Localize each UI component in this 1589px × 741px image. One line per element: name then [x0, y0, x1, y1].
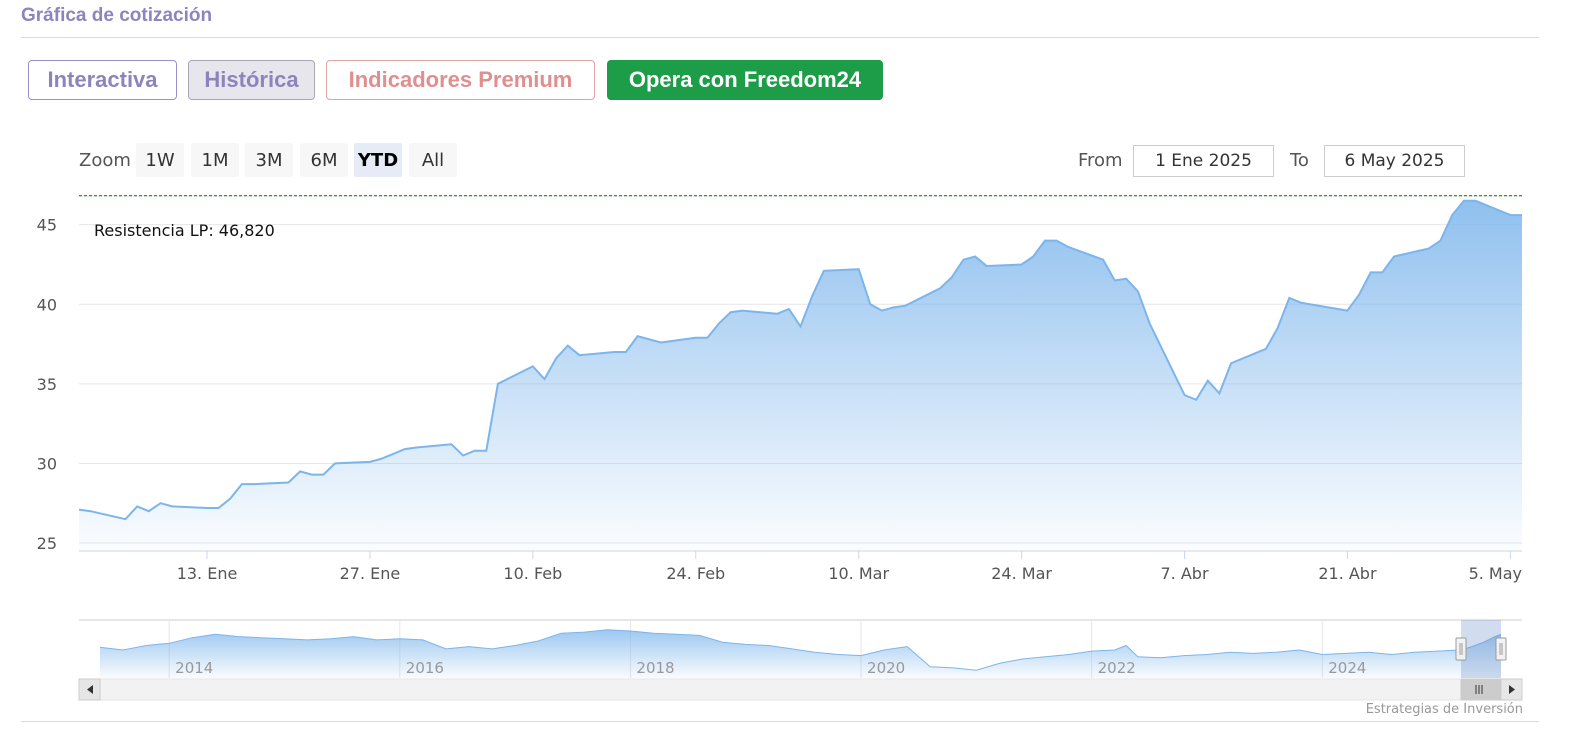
x-tick-label: 10. Mar	[828, 564, 889, 583]
x-tick-label: 27. Ene	[340, 564, 401, 583]
scroll-right-button[interactable]	[1500, 678, 1523, 701]
zoom-6m-button[interactable]: 6M	[300, 143, 348, 177]
price-line	[78, 199, 1522, 521]
navigator-right-handle[interactable]	[1495, 637, 1507, 661]
y-axis-labels: 45 40 35 30 25	[37, 216, 57, 553]
zoom-all-button[interactable]: All	[409, 143, 457, 177]
from-date-input[interactable]	[1133, 145, 1274, 177]
navigator-selection[interactable]	[1461, 620, 1501, 678]
title-divider	[21, 37, 1539, 38]
scroll-left-arrow-icon	[87, 685, 93, 694]
opera-freedom24-button[interactable]: Opera con Freedom24	[607, 60, 883, 100]
navigator-axis-labels: 2014 2016 2018 2020 2022 2024	[175, 659, 1366, 677]
section-title: Gráfica de cotización	[21, 5, 213, 26]
x-tick-label: 5. May	[1469, 564, 1522, 583]
navigator-tick-label: 2014	[175, 659, 213, 677]
x-tick-label: 7. Abr	[1161, 564, 1209, 583]
navigator-line	[99, 629, 1502, 671]
y-tick-label: 30	[37, 454, 57, 473]
zoom-label: Zoom	[79, 150, 131, 171]
from-label: From	[1078, 150, 1123, 171]
to-label: To	[1290, 150, 1309, 171]
x-tick-label: 24. Mar	[991, 564, 1052, 583]
price-area	[79, 200, 1522, 552]
credits-text: Estrategias de Inversión	[1365, 702, 1523, 717]
scrollbar-track[interactable]	[78, 678, 1523, 701]
zoom-1m-button[interactable]: 1M	[191, 143, 239, 177]
y-tick-label: 35	[37, 375, 57, 394]
tab-indicadores-premium[interactable]: Indicadores Premium	[326, 60, 595, 100]
scrollbar-thumb[interactable]	[1460, 678, 1502, 701]
resistance-label: Resistencia LP: 46,820	[94, 221, 275, 240]
x-tick-label: 21. Abr	[1318, 564, 1377, 583]
navigator-area	[100, 629, 1501, 678]
scroll-right-arrow-icon	[1509, 685, 1515, 694]
zoom-3m-button[interactable]: 3M	[245, 143, 293, 177]
navigator-tick-label: 2016	[406, 659, 444, 677]
bottom-divider	[21, 721, 1539, 722]
y-tick-label: 25	[37, 534, 57, 553]
y-tick-label: 45	[37, 216, 57, 235]
navigator-tick-label: 2024	[1328, 659, 1366, 677]
x-axis-labels: 13. Ene 27. Ene 10. Feb 24. Feb 10. Mar 24. M…	[177, 551, 1522, 583]
x-tick-label: 24. Feb	[666, 564, 725, 583]
navigator-tick-label: 2022	[1098, 659, 1136, 677]
navigator-tick-label: 2020	[867, 659, 905, 677]
scrollbar-grip-icon	[1475, 685, 1483, 694]
navigator-tick-label: 2018	[636, 659, 674, 677]
navigator-gridlines	[168, 620, 1323, 678]
x-tick-label: 10. Feb	[503, 564, 562, 583]
to-date-input[interactable]	[1324, 145, 1465, 177]
y-tick-label: 40	[37, 295, 57, 314]
x-tick-label: 13. Ene	[177, 564, 238, 583]
zoom-ytd-button[interactable]: YTD	[354, 143, 402, 177]
tab-interactiva[interactable]: Interactiva	[28, 60, 177, 100]
scroll-left-button[interactable]	[78, 678, 101, 701]
navigator-left-handle[interactable]	[1455, 637, 1467, 661]
zoom-1w-button[interactable]: 1W	[136, 143, 184, 177]
tab-historica[interactable]: Histórica	[188, 60, 315, 100]
y-gridlines	[79, 224, 1522, 544]
